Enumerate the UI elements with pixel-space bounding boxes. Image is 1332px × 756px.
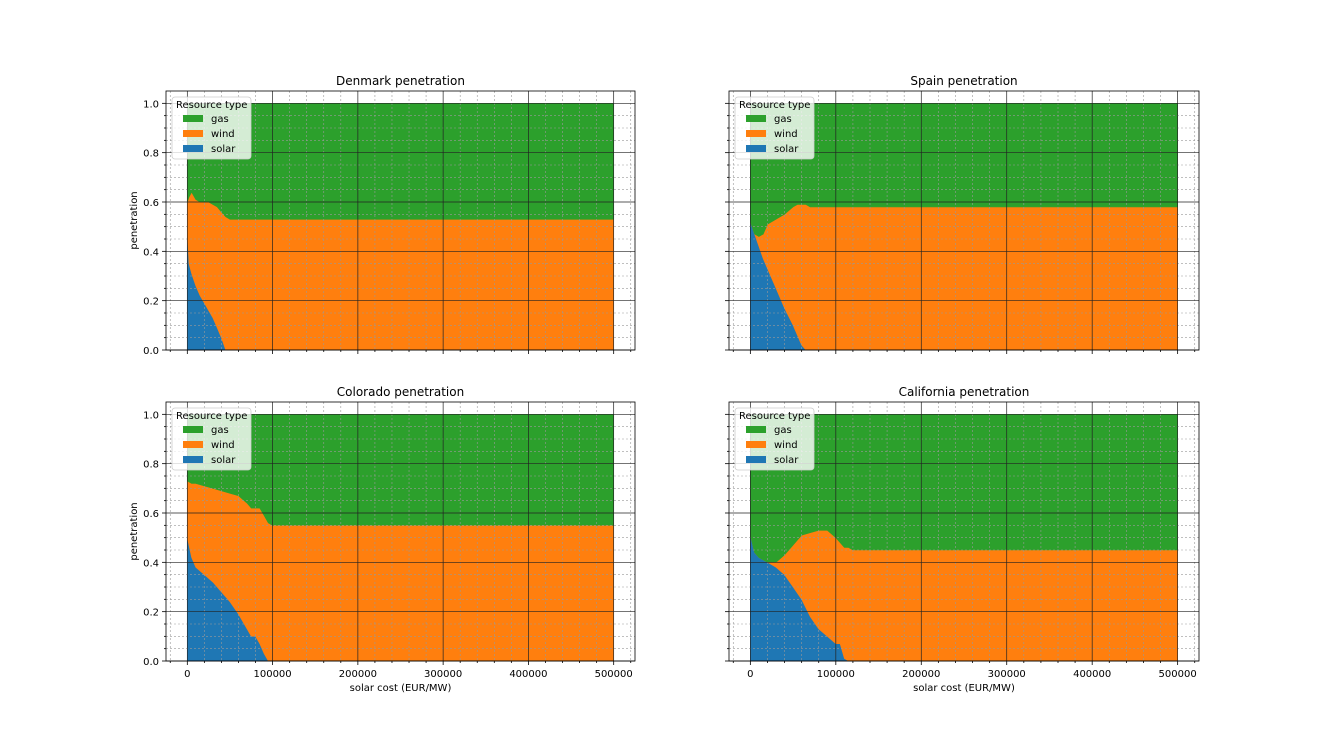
legend-box [171, 407, 252, 471]
legend-swatch-wind [746, 441, 766, 448]
legend: Resource type gas wind solar [734, 96, 815, 160]
x-tick-label: 400000 [1073, 669, 1111, 680]
chart-panel-2: 0.0 0.2 0.4 0.6 0.8 1.0 0 100000 200000 300000 400… [129, 385, 636, 694]
ticks [162, 102, 632, 354]
chart-title: California penetration [899, 385, 1030, 399]
y-tick-label: 0.4 [143, 247, 159, 258]
legend-entry-wind: wind [774, 440, 798, 451]
legend-swatch-wind [746, 130, 766, 137]
legend-box [171, 96, 252, 160]
legend-swatch-gas [183, 115, 203, 122]
x-tick-label: 400000 [509, 669, 547, 680]
x-tick-label: 300000 [988, 669, 1026, 680]
legend-swatch-solar [746, 145, 766, 152]
wind-area [750, 204, 1178, 351]
legend-entry-solar: solar [211, 144, 236, 155]
legend: Resource type gas wind solar [171, 407, 252, 471]
minor-grid [166, 91, 635, 350]
x-tick-label: 100000 [253, 669, 291, 680]
y-tick-label: 0.2 [143, 608, 159, 619]
legend-box [734, 407, 815, 471]
chart-title: Denmark penetration [336, 74, 465, 88]
plot-frame [728, 401, 1200, 662]
chart-panel-1: Spain penetration Resource type gas wind sol… [725, 74, 1200, 354]
minor-grid [729, 402, 1199, 661]
y-tick-label: 0.0 [143, 346, 159, 357]
legend-entry-wind: wind [211, 129, 235, 140]
y-tick-label: 0.2 [143, 297, 159, 308]
legend: Resource type gas wind solar [171, 96, 252, 160]
ticks [725, 102, 1196, 354]
x-tick-label: 100000 [817, 669, 855, 680]
legend-swatch-solar [746, 456, 766, 463]
legend-entry-gas: gas [211, 114, 229, 125]
legend-entry-gas: gas [774, 425, 792, 436]
legend-entry-wind: wind [774, 129, 798, 140]
y-tick-label: 0.6 [143, 198, 159, 209]
legend-title: Resource type [176, 411, 247, 422]
x-tick-label: 0 [184, 669, 190, 680]
x-tick-label: 0 [747, 669, 753, 680]
legend-title: Resource type [739, 411, 810, 422]
legend: Resource type gas wind solar [734, 407, 815, 471]
y-axis-label: penetration [129, 191, 140, 249]
x-tick-label: 200000 [339, 669, 377, 680]
plot-frame [728, 90, 1200, 351]
legend-title: Resource type [739, 100, 810, 111]
y-tick-label: 0.0 [143, 657, 159, 668]
legend-swatch-gas [183, 426, 203, 433]
legend-title: Resource type [176, 100, 247, 111]
y-tick-label: 0.8 [143, 149, 159, 160]
legend-entry-solar: solar [774, 144, 799, 155]
y-tick-label: 0.4 [143, 558, 159, 569]
legend-entry-wind: wind [211, 440, 235, 451]
plot-frame [165, 90, 636, 351]
x-axis-label: solar cost (EUR/MW) [913, 683, 1015, 694]
legend-swatch-solar [183, 145, 203, 152]
y-tick-label: 1.0 [143, 99, 159, 110]
chart-panel-3: 0 100000 200000 300000 400000 500000 Californi… [725, 385, 1200, 694]
legend-entry-solar: solar [774, 455, 799, 466]
chart-title: Colorado penetration [337, 385, 464, 399]
x-tick-label: 500000 [595, 669, 633, 680]
y-tick-label: 1.0 [143, 410, 159, 421]
legend-box [734, 96, 815, 160]
y-tick-label: 0.6 [143, 509, 159, 520]
legend-swatch-wind [183, 441, 203, 448]
legend-swatch-wind [183, 130, 203, 137]
minor-grid [166, 402, 635, 661]
x-tick-label: 200000 [902, 669, 940, 680]
legend-entry-gas: gas [774, 114, 792, 125]
legend-entry-gas: gas [211, 425, 229, 436]
legend-swatch-gas [746, 426, 766, 433]
x-tick-label: 300000 [424, 669, 462, 680]
legend-entry-solar: solar [211, 455, 236, 466]
ticks [725, 413, 1196, 665]
chart-title: Spain penetration [910, 74, 1017, 88]
x-tick-label: 500000 [1159, 669, 1197, 680]
y-axis-label: penetration [129, 502, 140, 560]
minor-grid [729, 91, 1199, 350]
x-axis-label: solar cost (EUR/MW) [350, 683, 452, 694]
legend-swatch-gas [746, 115, 766, 122]
chart-panel-0: 0.0 0.2 0.4 0.6 0.8 1.0 Denmark penetration pen… [129, 74, 636, 357]
legend-swatch-solar [183, 456, 203, 463]
y-tick-label: 0.8 [143, 460, 159, 471]
plot-frame [165, 401, 636, 662]
ticks [162, 413, 632, 665]
